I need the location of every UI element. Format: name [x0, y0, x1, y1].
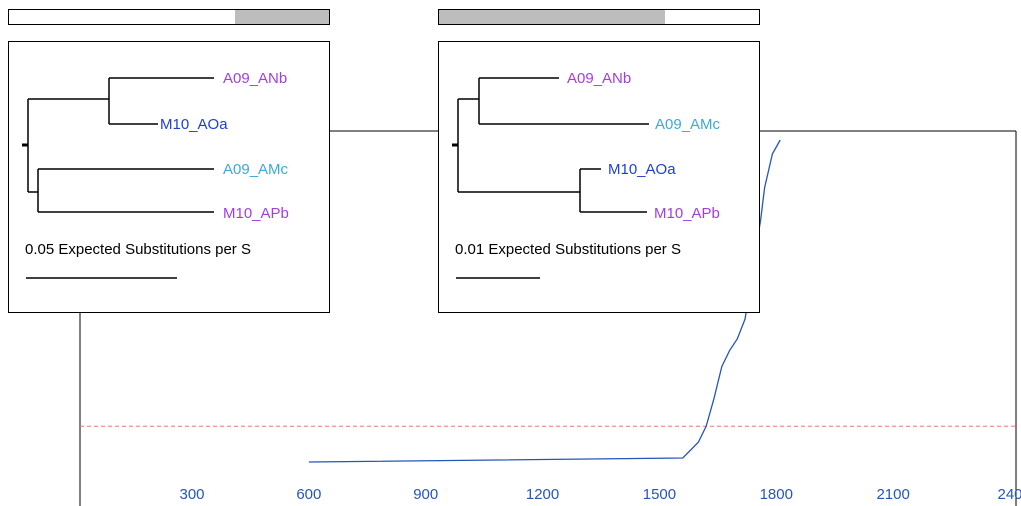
- x-tick-label: 300: [179, 486, 204, 503]
- scrollbar-thumb-left[interactable]: [235, 10, 329, 24]
- scrollbar-thumb-right[interactable]: [439, 10, 665, 24]
- tree-diagram-right: [452, 77, 649, 279]
- tree-leaf: A09_ANb: [223, 70, 288, 87]
- x-tick-label: 1200: [526, 486, 559, 503]
- tree-leaf: A09_ANb: [567, 70, 632, 87]
- tree-leaf: M10_APb: [654, 205, 720, 222]
- scale-label-left: 0.05 Expected Substitutions per S: [25, 241, 251, 258]
- tree-panel-left[interactable]: A09_ANb M10_AOa A09_AMc M10_APb 0.05 Exp…: [8, 41, 330, 313]
- x-tick-label: 240: [997, 486, 1021, 503]
- tree-leaf: M10_AOa: [608, 161, 676, 178]
- x-tick-label: 900: [413, 486, 438, 503]
- scale-label-right: 0.01 Expected Substitutions per S: [455, 241, 681, 258]
- tree-leaf: A09_AMc: [655, 116, 721, 133]
- tree-leaf: M10_APb: [223, 205, 289, 222]
- x-tick-label: 1800: [760, 486, 793, 503]
- x-tick-label: 2100: [876, 486, 909, 503]
- x-tick-label: 600: [296, 486, 321, 503]
- scrollbar-left[interactable]: [8, 9, 330, 25]
- scrollbar-right[interactable]: [438, 9, 760, 25]
- series-line: [308, 139, 781, 463]
- tree-leaf: M10_AOa: [160, 116, 228, 133]
- tree-diagram-left: [22, 77, 214, 279]
- x-tick-label: 1500: [643, 486, 676, 503]
- tree-panel-right[interactable]: A09_ANb A09_AMc M10_AOa M10_APb 0.01 Exp…: [438, 41, 760, 313]
- tree-leaf: A09_AMc: [223, 161, 289, 178]
